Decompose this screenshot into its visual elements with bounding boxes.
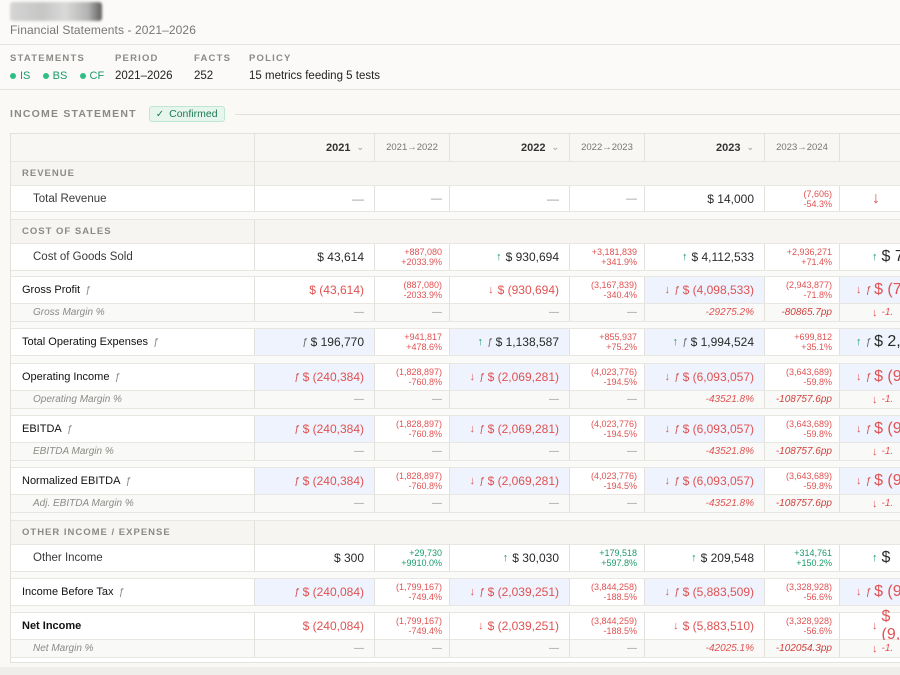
table-row[interactable]: EBITDA Margin % — — — — -43521.8% -10875… (11, 443, 900, 461)
statement-is[interactable]: IS (10, 70, 30, 82)
section-row-revenue: REVENUE (11, 162, 900, 186)
section-title: INCOME STATEMENT (10, 108, 137, 120)
statement-bs[interactable]: BS (42, 70, 67, 82)
table-row[interactable]: EBITDA ƒ ƒ $ (240,384) (1,828,897) -760.8% … (11, 416, 900, 443)
arrow-down-icon: ↓ (488, 284, 494, 296)
table-row[interactable]: Gross Profit ƒ $ (43,614) (887,080) -2033.… (11, 277, 900, 304)
facts-value: 252 (194, 70, 214, 82)
table-row[interactable]: Gross Margin % — — — — -29275.2% -80865.… (11, 304, 900, 322)
check-icon: ✓ (155, 108, 165, 120)
meta-statements-label: STATEMENTS (10, 53, 85, 64)
table-row[interactable]: Adj. EBITDA Margin % — — — — -43521.8% -… (11, 495, 900, 513)
formula-icon: ƒ (152, 336, 159, 348)
meta-statements: STATEMENTS IS BS CF (10, 53, 113, 82)
meta-bar: STATEMENTS IS BS CF PERIOD 2021–2026 FAC… (0, 45, 900, 90)
col-header-2021-2022: 2021→2022 (375, 134, 450, 161)
meta-policy: POLICY 15 metrics feeding 5 tests (249, 53, 381, 82)
section-header: INCOME STATEMENT ✓ Confirmed (10, 106, 900, 122)
table-row[interactable]: Operating Margin % — — — — -43521.8% -10… (11, 391, 900, 409)
col-header-2022-2023: 2022→2023 (570, 134, 645, 161)
policy-value: 15 metrics feeding 5 tests (249, 70, 381, 82)
divider (234, 113, 900, 115)
status-badge[interactable]: ✓ Confirmed (148, 106, 225, 122)
statement-cf[interactable]: CF (79, 70, 104, 82)
table-row[interactable]: Cost of Goods Sold $ 43,614 +887,080 +203… (11, 244, 900, 271)
meta-period: PERIOD 2021–2026 (115, 53, 173, 82)
col-header-2023[interactable]: 2023 ⌄ (645, 134, 765, 161)
company-name-redacted (10, 2, 102, 21)
chevron-down-icon: ⌄ (356, 142, 364, 152)
col-header-2021[interactable]: 2021 ⌄ (255, 134, 375, 161)
chevron-down-icon: ⌄ (551, 142, 559, 152)
formula-icon: ƒ (674, 284, 680, 296)
arrow-up-icon: ↑ (496, 251, 502, 263)
formula-icon: ƒ (85, 284, 91, 296)
arrow-up-icon: ↑ (872, 251, 878, 263)
period-value: 2021–2026 (115, 70, 173, 82)
table-row[interactable]: Operating Income ƒ ƒ $ (240,384) (1,828,89… (11, 364, 900, 391)
arrow-down-icon: ↓ (664, 284, 671, 296)
meta-facts: FACTS 252 (194, 53, 232, 82)
table-row[interactable]: Total Revenue — — — — $ 14,000 (7,606) -5… (11, 186, 900, 212)
table-row[interactable]: Other Income $ 300 +29,730 +9910.0% ↑ $ 30… (11, 545, 900, 572)
table-row[interactable]: Net Margin % — — — — -42025.1% -102054.3… (11, 640, 900, 658)
arrow-up-icon: ↑ (681, 251, 688, 263)
status-dot-icon (42, 73, 49, 79)
table-row[interactable]: Total Operating Expenses ƒ ƒ $ 196,770 +94… (11, 329, 900, 356)
income-statement-table: 2021 ⌄ 2021→2022 2022 ⌄ 2022→2023 2023 ⌄ 20… (10, 133, 900, 663)
page-subtitle: Financial Statements - 2021–2026 (10, 23, 196, 37)
table-row[interactable]: Net Income $ (240,084) (1,799,167) -749.4… (11, 608, 900, 643)
formula-icon: ƒ (302, 336, 308, 348)
chevron-down-icon: ⌄ (746, 142, 754, 152)
section-row-cost-of-sales: COST OF SALES (11, 220, 900, 244)
horizontal-scrollbar[interactable] (0, 667, 900, 675)
section-row-other-income: OTHER INCOME / EXPENSE (11, 521, 900, 545)
col-header-2022[interactable]: 2022 ⌄ (450, 134, 570, 161)
col-header-2023-2024: 2023→2024 (765, 134, 840, 161)
status-dot-icon (79, 73, 86, 79)
table-header-row: 2021 ⌄ 2021→2022 2022 ⌄ 2022→2023 2023 ⌄ 20… (11, 134, 900, 162)
page-header: Financial Statements - 2021–2026 (0, 0, 900, 45)
status-dot-icon (10, 73, 16, 79)
table-row[interactable]: Income Before Tax ƒ ƒ $ (240,084) (1,799,1… (11, 579, 900, 606)
table-row[interactable]: Normalized EBITDA ƒ ƒ $ (240,384) (1,828,8… (11, 468, 900, 495)
